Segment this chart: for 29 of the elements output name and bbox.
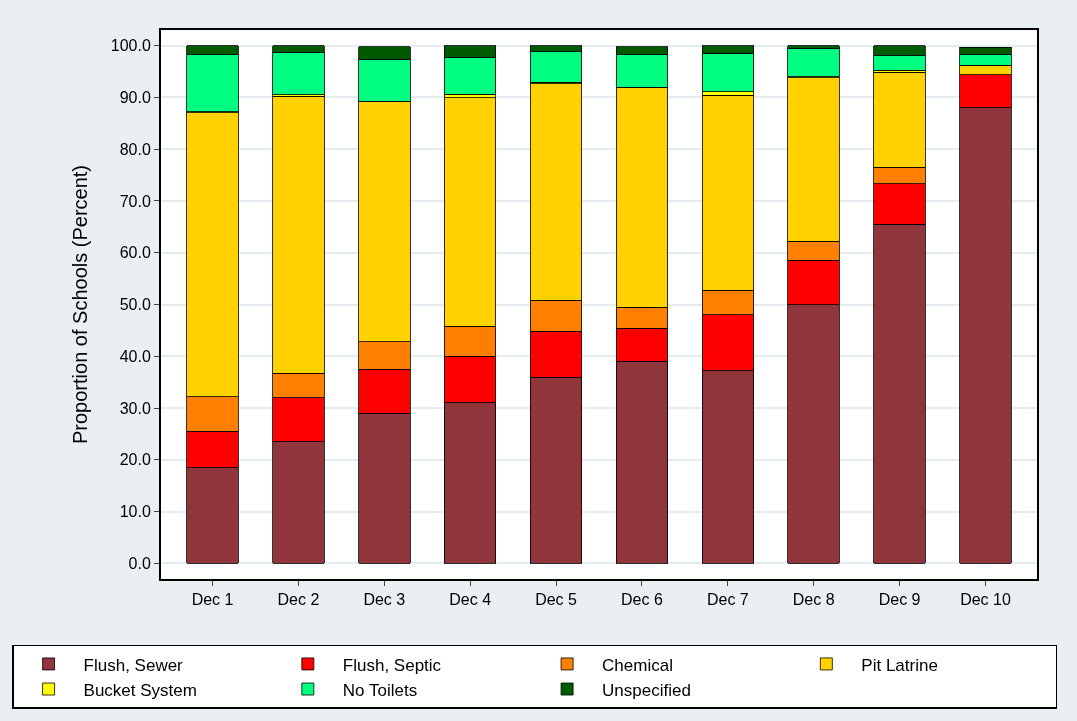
- legend-label: Flush, Sewer: [83, 655, 184, 675]
- x-tick-label: Dec 5: [535, 591, 578, 609]
- y-tick-label: 50.0: [119, 296, 151, 314]
- x-tick-label: Dec 3: [363, 591, 406, 609]
- y-tick-label: 20.0: [119, 451, 151, 469]
- y-tick-label: 30.0: [119, 399, 151, 417]
- x-tick-label: Dec 6: [621, 591, 663, 609]
- y-axis-title: Proportion of Schools (Percent): [68, 164, 91, 445]
- x-tick-label: Dec 2: [277, 591, 320, 609]
- y-tick-label: 80.0: [119, 140, 151, 158]
- y-tick-label: 10.0: [119, 503, 151, 521]
- x-tick-label: Dec 10: [960, 591, 1011, 609]
- y-tick-label: 60.0: [119, 244, 151, 262]
- legend-label: Unspecified: [602, 680, 691, 700]
- x-tick-label: Dec 4: [449, 591, 492, 609]
- legend-label: Flush, Septic: [342, 655, 442, 675]
- y-tick-label: 90.0: [119, 88, 151, 106]
- y-tick-label: 70.0: [119, 192, 151, 210]
- y-tick-label: 40.0: [119, 347, 151, 365]
- y-tick-label: 100.0: [110, 37, 151, 55]
- y-tick-label: 0.0: [128, 555, 151, 573]
- legend-label: Pit Latrine: [861, 655, 938, 675]
- x-tick-label: Dec 8: [792, 591, 835, 609]
- legend-label: Chemical: [602, 655, 673, 675]
- legend-label: Bucket System: [83, 680, 197, 700]
- x-tick-label: Dec 9: [878, 591, 921, 609]
- x-tick-label: Dec 1: [191, 591, 234, 609]
- x-tick-label: Dec 7: [706, 591, 749, 609]
- legend-label: No Toilets: [342, 680, 418, 700]
